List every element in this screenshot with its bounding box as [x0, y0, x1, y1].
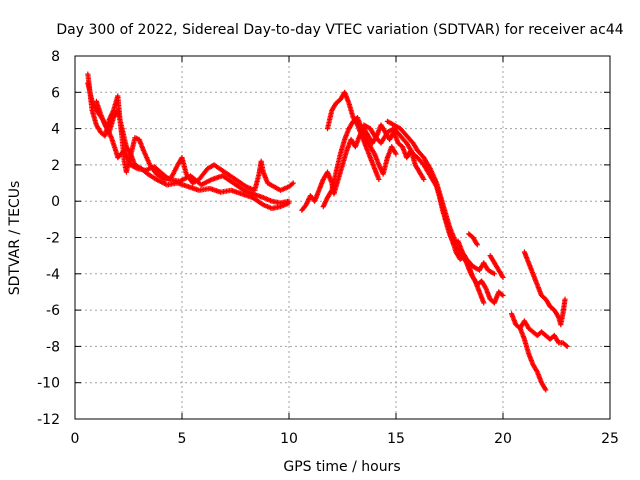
y-tick-label: -8 — [46, 339, 60, 355]
y-tick-label: 2 — [51, 158, 60, 174]
data-point — [563, 342, 569, 349]
series-trace-7 — [361, 122, 498, 277]
grid-lines — [75, 56, 610, 419]
y-tick-label: 6 — [51, 85, 60, 101]
data-points — [85, 71, 570, 393]
data-point — [543, 387, 549, 393]
plot-frame — [74, 55, 611, 420]
x-tick-label: 25 — [601, 431, 619, 447]
series-trace-11 — [487, 253, 506, 281]
data-point — [499, 292, 505, 298]
y-tick-label: -10 — [37, 376, 60, 392]
series-trace-10 — [466, 231, 480, 248]
data-point — [421, 176, 427, 183]
y-tick-label: 4 — [51, 122, 60, 138]
y-axis-label: SDTVAR / TECUs — [7, 181, 23, 296]
series-trace-14 — [521, 249, 568, 328]
y-tick-label: -4 — [46, 267, 60, 283]
data-point — [290, 180, 296, 186]
y-tick-label: -2 — [46, 231, 60, 247]
x-tick-label: 10 — [280, 431, 298, 447]
x-tick-label: 0 — [71, 431, 80, 447]
data-point — [393, 151, 399, 157]
data-point — [286, 200, 292, 206]
data-point — [500, 274, 506, 281]
data-point — [491, 271, 498, 277]
y-tick-label: 8 — [51, 49, 60, 65]
tick-labels: 0 5 10 15 20 25 -12 -10 -8 -6 -4 -2 0 2 4 6 8 — [37, 49, 619, 447]
x-tick-label: 5 — [178, 431, 187, 447]
series-trace-13 — [517, 325, 549, 393]
series-trace-9 — [431, 176, 506, 306]
data-point — [500, 292, 506, 299]
x-tick-label: 20 — [494, 431, 512, 447]
y-tick-label: -12 — [37, 412, 60, 428]
series-trace-12 — [508, 311, 570, 349]
series-trace-6 — [324, 89, 382, 183]
series-trace-3 — [93, 98, 292, 212]
y-tick-label: -6 — [46, 303, 60, 319]
data-point — [289, 181, 295, 187]
chart-title: Day 300 of 2022, Sidereal Day-to-day VTE… — [56, 22, 623, 38]
y-tick-label: 0 — [51, 194, 60, 210]
data-point — [562, 296, 568, 302]
data-point — [481, 300, 487, 306]
data-point — [474, 242, 480, 248]
x-tick-label: 15 — [387, 431, 405, 447]
x-axis-label: GPS time / hours — [283, 459, 400, 475]
data-point — [564, 343, 570, 349]
data-point — [376, 176, 382, 183]
